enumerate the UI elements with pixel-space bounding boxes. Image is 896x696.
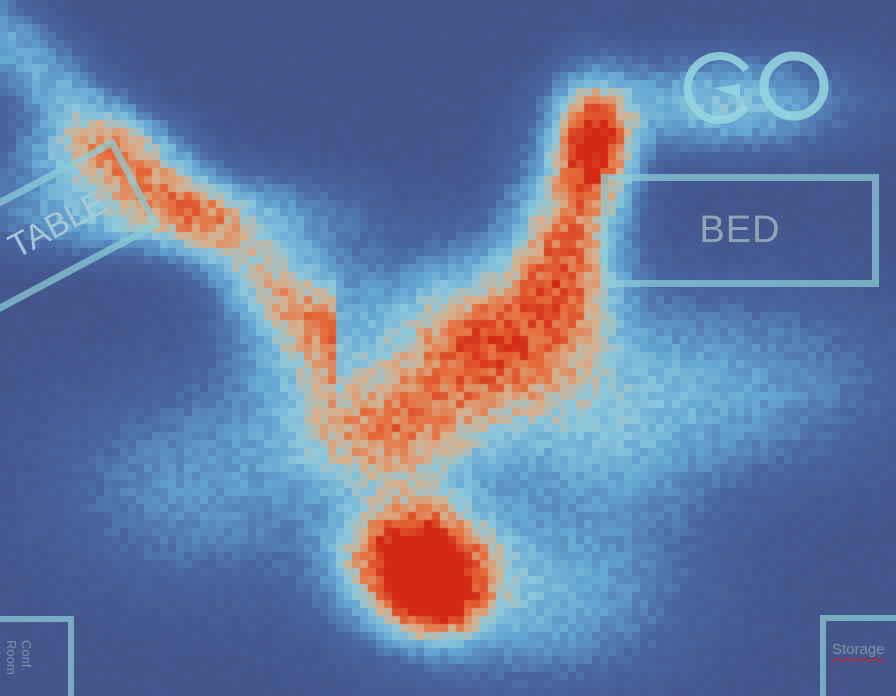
ring-shape (759, 51, 829, 121)
pacman-shape (683, 52, 750, 124)
logo-icon (683, 51, 829, 124)
pacman-notch (714, 84, 740, 98)
